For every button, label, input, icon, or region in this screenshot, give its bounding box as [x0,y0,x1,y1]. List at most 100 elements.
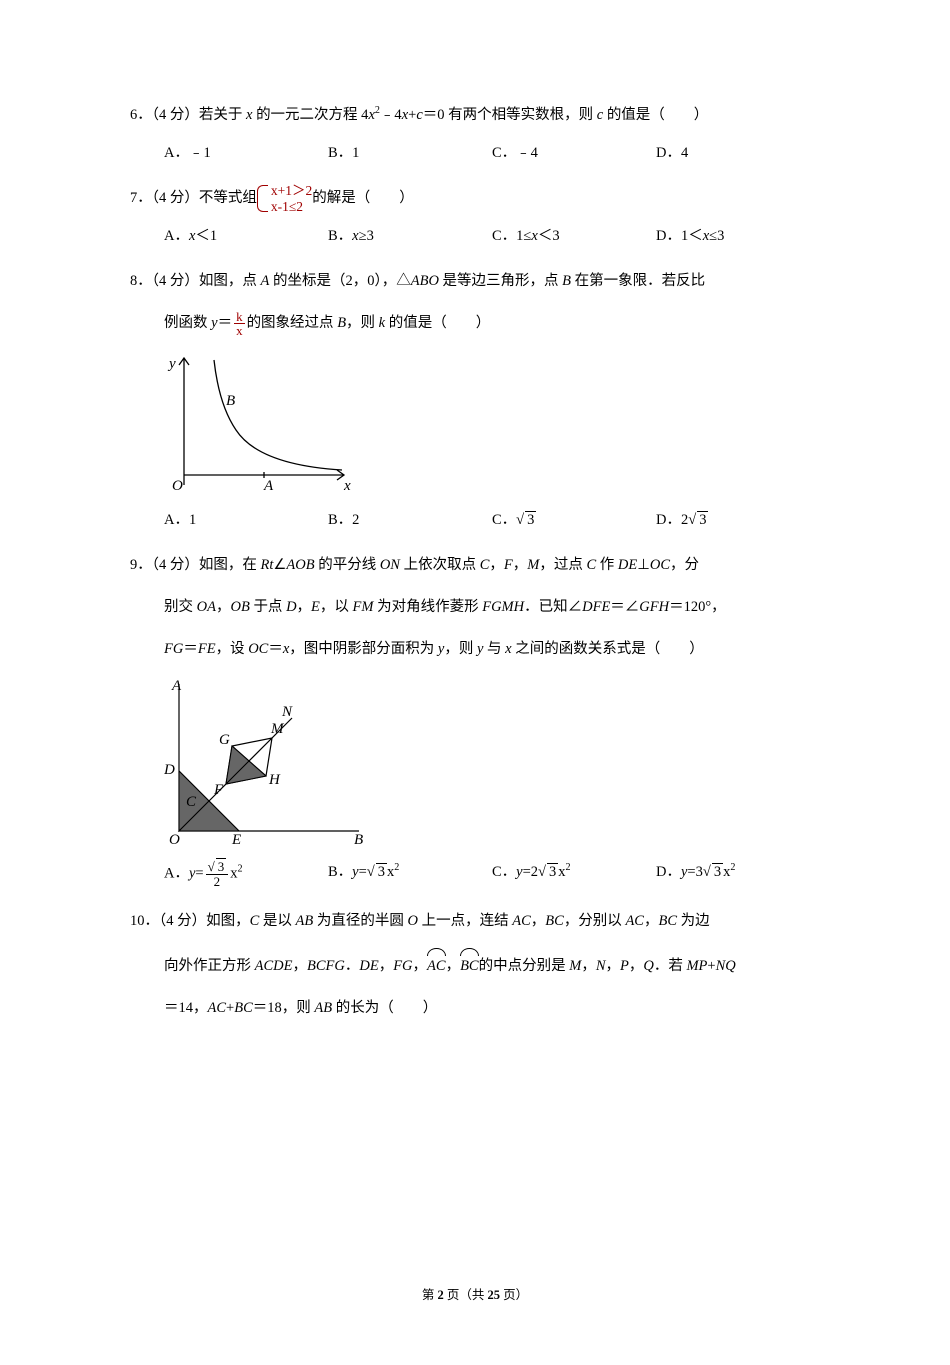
arg: 3 [376,863,387,880]
pre: C． [492,512,516,528]
text: ，图中阴影部分面积为 [289,641,438,657]
arg: 3 [712,863,723,880]
FM: FM [353,599,374,615]
pre: D． [656,864,681,880]
x: x [230,866,237,882]
ACDE: ACDE [255,958,293,974]
P: P [620,958,629,974]
q9-line1: 9．（4 分）如图，在 Rt∠AOB 的平分线 ON 上依次取点 C，F，M，过… [130,550,820,582]
M: M [527,557,539,573]
BC: BC [658,913,677,929]
text: 上一点，连结 [418,913,512,929]
arc-AC-icon: AC [427,948,446,983]
post: ≤3 [709,228,724,244]
text: ＝14， [164,1000,208,1016]
lbl-B: B [354,832,363,846]
O: O [408,913,418,929]
q7-stem: 7．（4 分）不等式组x+1＞2x-1≤2的解是（ ） [130,183,820,215]
text: 的解是（ ） [312,190,414,206]
pre: A． [164,866,189,882]
sep: ， [297,599,312,615]
arg: 3 [216,858,227,874]
den: x [234,324,245,338]
lbl-H: H [268,772,281,788]
O-label: O [172,478,183,494]
text: ，分别以 [564,913,626,929]
text: 为直径的半圆 [313,913,407,929]
q8-options: A．1 B．2 C．√3 D．2√3 [130,509,820,532]
text: 在第一象限．若反比 [571,273,705,289]
question-9: 9．（4 分）如图，在 Rt∠AOB 的平分线 ON 上依次取点 C，F，M，过… [130,550,820,888]
pt-B: B [562,273,571,289]
x-label: x [343,478,351,494]
text: 的一元二次方程 4 [252,107,368,123]
sys-row1: x+1＞2 [271,183,312,199]
MP: MP [686,958,707,974]
text: 的平分线 [315,557,380,573]
q7-options: A．x＜1 B．x≥3 C．1≤x＜3 D．1＜x≤3 [130,225,820,248]
text: 与 [483,641,505,657]
option-D: D．4 [656,142,820,165]
E: E [311,599,320,615]
option-D: D．2√3 [656,509,820,532]
eq: = [359,864,367,880]
option-B: B．2 [328,509,492,532]
text: ＝18，则 [253,1000,315,1016]
AC: AC [208,1000,227,1016]
q9-line2: 别交 OA，OB 于点 D，E，以 FM 为对角线作菱形 FGMH．已知∠DFE… [130,592,820,624]
sep: ， [513,557,528,573]
sq: 2 [394,862,399,873]
BC: BC [545,913,564,929]
text: 9．（4 分）如图，在 [130,557,261,573]
post: ＜1 [195,228,217,244]
tri-ABO: ABO [411,273,439,289]
C: C [586,557,596,573]
arg: 3 [525,511,536,528]
sep: ， [644,913,659,929]
option-C: C．﹣4 [492,142,656,165]
NQ: NQ [716,958,736,974]
text: 7．（4 分）不等式组 [130,190,257,206]
option-B: B．x≥3 [328,225,492,248]
Rt: Rt [261,557,274,573]
AC: AC [512,913,531,929]
text: ．已知∠ [524,599,582,615]
text: 的图象经过点 [247,315,338,331]
brace-system: x+1＞2x-1≤2 [257,183,312,214]
text: 之间的函数关系式是（ ） [512,641,704,657]
perp: ⊥ [637,557,650,573]
pt-B: B [337,315,346,331]
sqrt-icon: √3 [703,861,723,884]
q10-line3: ＝14，AC+BC＝18，则 AB 的长为（ ） [130,993,820,1025]
OA: OA [197,599,216,615]
text: ，以 [320,599,353,615]
text: ，则 [444,641,477,657]
ang: ∠ [273,557,286,573]
footer-mid: 页（共 [444,1288,488,1302]
q9-options: A．y=√32x2 B．y=√3x2 C．y=2√3x2 D．y=3√3x2 [130,860,820,888]
text: 向外作正方形 [164,958,255,974]
num: k [234,310,245,325]
pre: D．1＜ [656,228,703,244]
lbl-G: G [219,732,230,748]
text: ，设 [216,641,249,657]
q8-graph: y x O A B [130,350,820,503]
text: 是以 [259,913,295,929]
sep: ， [216,599,231,615]
fraction-k-over-x: kx [234,310,245,338]
q10-line2: 向外作正方形 ACDE，BCFG．DE，FG，AC，BC的中点分别是 M，N，P… [130,948,820,983]
question-6: 6．（4 分）若关于 x 的一元二次方程 4x2﹣4x+c＝0 有两个相等实数根… [130,100,820,165]
lbl-E: E [231,832,241,846]
FE: FE [198,641,216,657]
option-C: C．1≤x＜3 [492,225,656,248]
post: ≥3 [359,228,374,244]
option-D: D．1＜x≤3 [656,225,820,248]
option-D: D．y=3√3x2 [656,860,820,888]
option-A: A．﹣1 [164,142,328,165]
B-label: B [226,393,235,409]
text: 是等边三角形，点 [439,273,562,289]
arc-BC-icon: BC [460,948,479,983]
text: ﹣4 [380,107,402,123]
q9-line3: FG＝FE，设 OC＝x，图中阴影部分面积为 y，则 y 与 x 之间的函数关系… [130,634,820,666]
C: C [480,557,490,573]
